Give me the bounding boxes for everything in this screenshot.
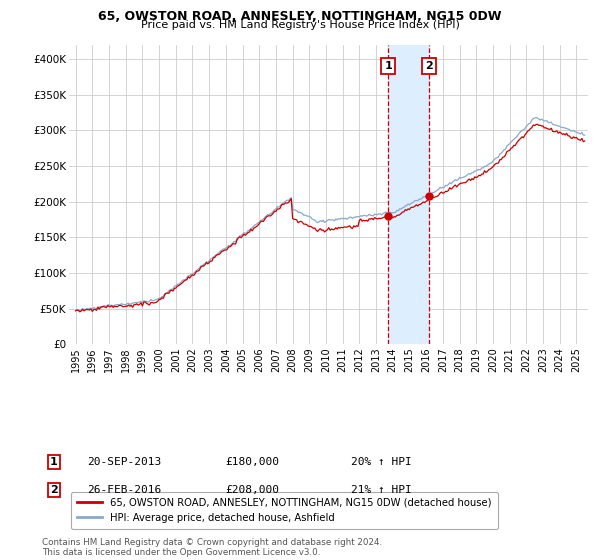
Text: Price paid vs. HM Land Registry's House Price Index (HPI): Price paid vs. HM Land Registry's House … bbox=[140, 20, 460, 30]
Text: 1: 1 bbox=[50, 457, 58, 467]
Legend: 65, OWSTON ROAD, ANNESLEY, NOTTINGHAM, NG15 0DW (detached house), HPI: Average p: 65, OWSTON ROAD, ANNESLEY, NOTTINGHAM, N… bbox=[71, 492, 498, 529]
Text: 26-FEB-2016: 26-FEB-2016 bbox=[87, 485, 161, 495]
Text: £180,000: £180,000 bbox=[225, 457, 279, 467]
Text: 65, OWSTON ROAD, ANNESLEY, NOTTINGHAM, NG15 0DW: 65, OWSTON ROAD, ANNESLEY, NOTTINGHAM, N… bbox=[98, 10, 502, 23]
Text: £208,000: £208,000 bbox=[225, 485, 279, 495]
Text: Contains HM Land Registry data © Crown copyright and database right 2024.
This d: Contains HM Land Registry data © Crown c… bbox=[42, 538, 382, 557]
Text: 2: 2 bbox=[50, 485, 58, 495]
Text: 21% ↑ HPI: 21% ↑ HPI bbox=[351, 485, 412, 495]
Text: 20-SEP-2013: 20-SEP-2013 bbox=[87, 457, 161, 467]
Text: 1: 1 bbox=[384, 61, 392, 71]
Bar bbox=[388, 45, 428, 344]
Text: 20% ↑ HPI: 20% ↑ HPI bbox=[351, 457, 412, 467]
Text: 2: 2 bbox=[425, 61, 433, 71]
